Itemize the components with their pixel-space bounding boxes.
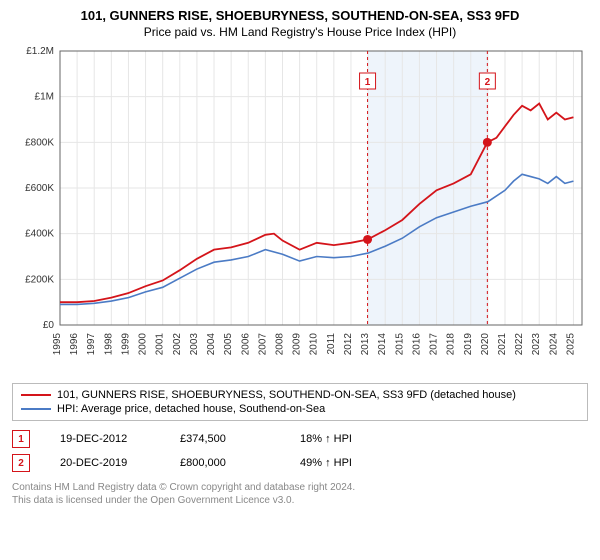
svg-text:2007: 2007 [257,333,268,356]
svg-text:2010: 2010 [309,333,320,356]
svg-text:1: 1 [365,77,371,88]
svg-text:2004: 2004 [206,333,217,356]
sale-price: £374,500 [180,433,270,445]
svg-text:1999: 1999 [120,333,131,356]
svg-text:2016: 2016 [411,333,422,356]
legend-label: HPI: Average price, detached house, Sout… [57,403,325,415]
legend-row: 101, GUNNERS RISE, SHOEBURYNESS, SOUTHEN… [21,388,579,402]
svg-text:2018: 2018 [446,333,457,356]
svg-text:£0: £0 [43,320,55,331]
svg-text:2000: 2000 [138,333,149,356]
chart-title: 101, GUNNERS RISE, SHOEBURYNESS, SOUTHEN… [12,8,588,23]
svg-text:2005: 2005 [223,333,234,356]
svg-text:£1.2M: £1.2M [26,46,54,57]
svg-text:2008: 2008 [274,333,285,356]
svg-text:2009: 2009 [292,333,303,356]
footer-line-2: This data is licensed under the Open Gov… [12,494,588,507]
svg-text:2: 2 [485,77,491,88]
sale-row: 2 20-DEC-2019 £800,000 49% ↑ HPI [12,451,588,475]
svg-text:2003: 2003 [189,333,200,356]
legend-label: 101, GUNNERS RISE, SHOEBURYNESS, SOUTHEN… [57,389,516,401]
svg-text:£200K: £200K [25,274,54,285]
svg-text:2006: 2006 [240,333,251,356]
svg-text:2024: 2024 [548,333,559,356]
svg-text:2025: 2025 [565,333,576,356]
sale-marker: 1 [12,430,30,448]
svg-text:1998: 1998 [103,333,114,356]
sale-delta: 18% ↑ HPI [300,433,390,445]
legend-swatch [21,408,51,410]
svg-text:1996: 1996 [69,333,80,356]
legend: 101, GUNNERS RISE, SHOEBURYNESS, SOUTHEN… [12,383,588,421]
svg-text:2022: 2022 [514,333,525,356]
svg-text:2017: 2017 [429,333,440,356]
svg-text:2019: 2019 [463,333,474,356]
svg-text:2023: 2023 [531,333,542,356]
footer-line-1: Contains HM Land Registry data © Crown c… [12,481,588,494]
sale-date: 20-DEC-2019 [60,457,150,469]
svg-text:2014: 2014 [377,333,388,356]
chart-svg: £0 £200K £400K £600K £800K £1M £1.2M 1995 1996 19… [12,45,588,375]
svg-text:2012: 2012 [343,333,354,356]
svg-text:2015: 2015 [394,333,405,356]
sale-price: £800,000 [180,457,270,469]
sales-table: 1 19-DEC-2012 £374,500 18% ↑ HPI 2 20-DEC-201… [12,427,588,475]
svg-text:£600K: £600K [25,183,54,194]
svg-text:1997: 1997 [86,333,97,356]
legend-row: HPI: Average price, detached house, Sout… [21,402,579,416]
chart-subtitle: Price paid vs. HM Land Registry's House … [12,25,588,39]
svg-text:2001: 2001 [155,333,166,356]
legend-swatch [21,394,51,396]
svg-text:1995: 1995 [52,333,63,356]
sale-date: 19-DEC-2012 [60,433,150,445]
sale-row: 1 19-DEC-2012 £374,500 18% ↑ HPI [12,427,588,451]
sale-marker: 2 [12,454,30,472]
svg-text:£1M: £1M [35,92,54,103]
svg-text:2002: 2002 [172,333,183,356]
svg-text:2021: 2021 [497,333,508,356]
footer-attribution: Contains HM Land Registry data © Crown c… [12,481,588,507]
svg-text:£400K: £400K [25,229,54,240]
sale-delta: 49% ↑ HPI [300,457,390,469]
svg-text:2011: 2011 [326,333,337,355]
price-chart: £0 £200K £400K £600K £800K £1M £1.2M 1995 1996 19… [12,45,588,375]
svg-text:2013: 2013 [360,333,371,356]
svg-text:2020: 2020 [480,333,491,356]
svg-text:£800K: £800K [25,137,54,148]
